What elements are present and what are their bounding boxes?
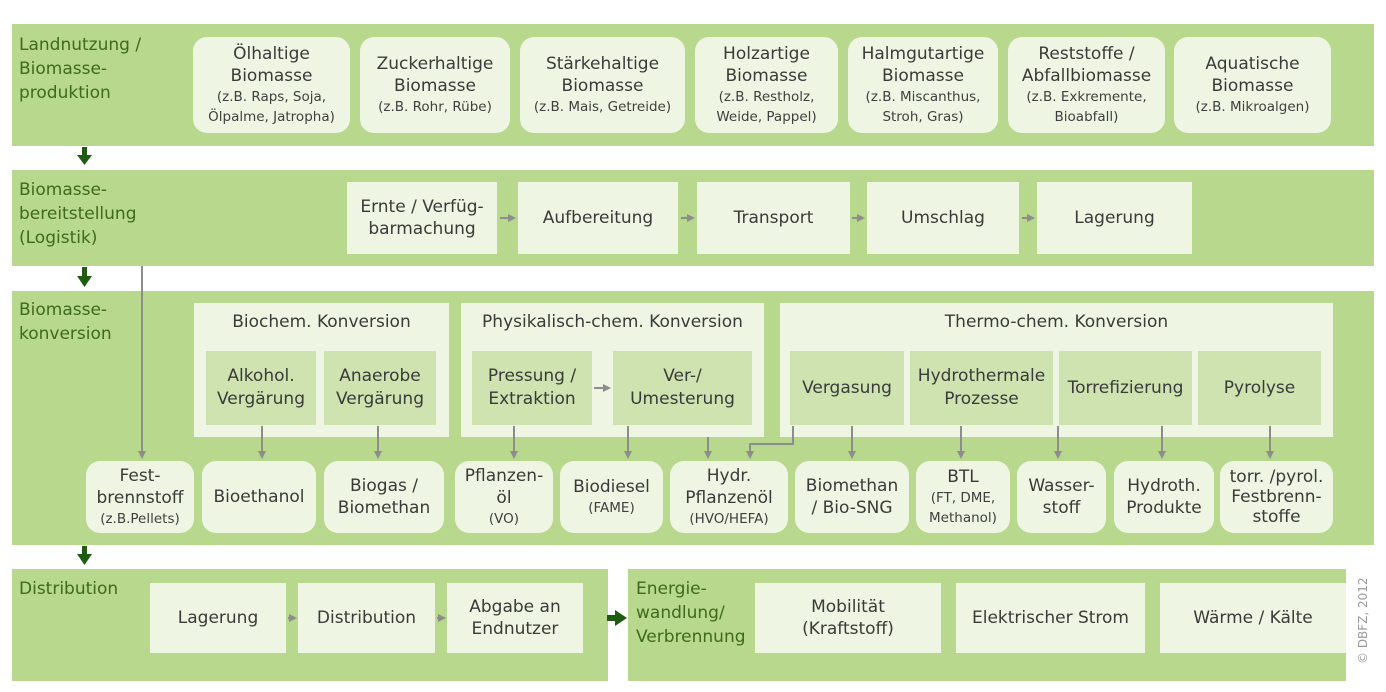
group-title: Biochem. Konversion	[232, 312, 411, 332]
biomass-examples: (z.B. Restholz, Weide, Pappel)	[716, 89, 817, 125]
logistics-step-handling: Umschlag	[867, 182, 1019, 254]
product-biogas: Biogas / Biomethan	[324, 461, 444, 533]
product-sub: (FAME)	[588, 500, 635, 516]
group-title: Physikalisch-chem. Konversion	[482, 312, 743, 332]
row-label-energy-use: Energie- wandlung/ Verbrennung	[636, 579, 746, 647]
product-biodiesel: Biodiesel (FAME)	[560, 461, 663, 533]
biomass-examples: (z.B. Mais, Getreide)	[533, 99, 672, 115]
product-title: Hydr. Pflanzenöl	[685, 466, 773, 508]
product-title: Bioethanol	[213, 487, 305, 507]
step-label: Aufbereitung	[542, 208, 654, 228]
group-title: Thermo-chem. Konversion	[944, 312, 1169, 332]
process-torrefaction: Torrefizierung	[1059, 351, 1192, 425]
biomass-starch: Stärkehaltige Biomasse (z.B. Mais, Getre…	[520, 37, 685, 133]
use-label: Mobilität (Kraftstoff)	[802, 597, 894, 639]
row-label-production: Landnutzung / Biomasse- produktion	[19, 35, 142, 103]
process-transesterification: Ver-/ Umesterung	[613, 351, 752, 425]
product-title: Biomethan / Bio-SNG	[805, 476, 899, 518]
product-sub: (FT, DME, Methanol)	[929, 490, 997, 526]
product-title: Biodiesel	[573, 477, 650, 497]
product-title: Fest- brennstoff	[96, 466, 184, 508]
step-label: Distribution	[316, 608, 417, 628]
arrow-gasification-to-hvo	[746, 426, 794, 459]
product-hydrothermal: Hydroth. Produkte	[1114, 461, 1214, 533]
biomass-title: Aquatische Biomasse	[1205, 54, 1300, 96]
logistics-step-processing: Aufbereitung	[518, 182, 678, 254]
product-title: BTL	[947, 467, 979, 487]
use-mobility: Mobilität (Kraftstoff)	[755, 583, 941, 653]
biomass-title: Stärkehaltige Biomasse	[545, 54, 660, 96]
step-label: Ernte / Verfüg- barmachung	[360, 197, 484, 239]
step-label: Lagerung	[177, 608, 259, 628]
biomass-title: Reststoffe / Abfallbiomasse	[1021, 44, 1152, 86]
logistics-step-harvest: Ernte / Verfüg- barmachung	[347, 182, 497, 254]
process-alcohol-fermentation: Alkohol. Vergärung	[206, 351, 316, 425]
product-bioethanol: Bioethanol	[202, 461, 316, 533]
big-down-arrow-2	[77, 267, 92, 287]
product-hydrogen: Wasser- stoff	[1017, 461, 1106, 533]
distribution-step-storage: Lagerung	[150, 583, 286, 653]
step-label: Umschlag	[901, 208, 985, 228]
big-down-arrow-1	[77, 147, 92, 165]
process-pressing-extraction: Pressung / Extraktion	[472, 351, 592, 425]
step-label: Transport	[733, 208, 814, 228]
use-label: Elektrischer Strom	[971, 608, 1129, 628]
biomass-wood: Holzartige Biomasse (z.B. Restholz, Weid…	[695, 37, 838, 133]
process-gasification: Vergasung	[790, 351, 904, 425]
biomass-aquatic: Aquatische Biomasse (z.B. Mikroalgen)	[1174, 37, 1331, 133]
process-hydrothermal: Hydrothermale Prozesse	[910, 351, 1053, 425]
biomass-examples: (z.B. Exkremente, Bioabfall)	[1026, 89, 1147, 125]
copyright: © DBFZ, 2012	[1356, 577, 1370, 664]
group-biochemical: Biochem. Konversion Alkohol. Vergärung A…	[194, 303, 449, 437]
product-title: Wasser- stoff	[1028, 476, 1095, 518]
process-anaerobic-digestion: Anaerobe Vergärung	[324, 351, 436, 425]
row-label-logistics: Biomasse- bereitstellung (Logistik)	[19, 180, 137, 248]
biomass-examples: (z.B. Mikroalgen)	[1195, 99, 1310, 115]
row-label-distribution: Distribution	[19, 579, 119, 599]
logistics-step-storage: Lagerung	[1037, 182, 1192, 254]
product-sub: (z.B.Pellets)	[100, 511, 180, 527]
biomass-examples: (z.B. Raps, Soja, Ölpalme, Jatropha)	[208, 89, 335, 125]
product-title: Biogas / Biomethan	[337, 476, 431, 518]
use-label: Wärme / Kälte	[1193, 608, 1313, 628]
big-down-arrow-3	[77, 546, 92, 565]
biomass-examples: (z.B. Miscanthus, Stroh, Gras)	[865, 89, 981, 125]
process-pyrolysis: Pyrolyse	[1198, 351, 1321, 425]
biomass-examples: (z.B. Rohr, Rübe)	[378, 99, 492, 115]
product-sub: (VO)	[488, 511, 520, 527]
biomass-title: Zuckerhaltige Biomasse	[376, 54, 494, 96]
biomass-title: Holzartige Biomasse	[723, 44, 810, 86]
step-label: Lagerung	[1074, 208, 1155, 228]
biomass-title: Ölhaltige Biomasse	[230, 44, 313, 86]
product-sub: (HVO/HEFA)	[689, 511, 769, 527]
product-title: Hydroth. Produkte	[1126, 476, 1202, 518]
product-biomethane-sng: Biomethan / Bio-SNG	[795, 461, 909, 533]
group-thermochemical: Thermo-chem. Konversion Vergasung Hydrot…	[780, 303, 1333, 437]
biomass-oil: Ölhaltige Biomasse (z.B. Raps, Soja, Ölp…	[193, 37, 350, 133]
product-hvo: Hydr. Pflanzenöl (HVO/HEFA)	[670, 461, 788, 533]
use-heat-cold: Wärme / Kälte	[1160, 583, 1346, 653]
product-solid-fuel: Fest- brennstoff (z.B.Pellets)	[86, 461, 194, 533]
biomass-stalk: Halmgutartige Biomasse (z.B. Miscanthus,…	[848, 37, 998, 133]
biomass-sugar: Zuckerhaltige Biomasse (z.B. Rohr, Rübe)	[360, 37, 510, 133]
use-electricity: Elektrischer Strom	[956, 583, 1145, 653]
product-torrefied-fuel: torr. /pyrol. Festbrenn- stoffe	[1220, 461, 1333, 533]
big-right-arrow	[607, 610, 627, 626]
logistics-step-transport: Transport	[697, 182, 850, 254]
product-vegetable-oil: Pflanzen- öl (VO)	[455, 461, 553, 533]
distribution-step-distribution: Distribution	[298, 583, 435, 653]
product-btl: BTL (FT, DME, Methanol)	[916, 461, 1010, 533]
group-physicochemical: Physikalisch-chem. Konversion Pressung /…	[461, 303, 764, 437]
biomass-title: Halmgutartige Biomasse	[861, 44, 985, 86]
product-title: torr. /pyrol. Festbrenn- stoffe	[1229, 467, 1324, 527]
distribution-step-end-user: Abgabe an Endnutzer	[447, 583, 583, 653]
biomass-residues: Reststoffe / Abfallbiomasse (z.B. Exkrem…	[1008, 37, 1165, 133]
row-label-conversion: Biomasse- konversion	[19, 300, 112, 344]
product-title: Pflanzen- öl	[464, 466, 544, 508]
step-label: Abgabe an Endnutzer	[469, 597, 561, 639]
